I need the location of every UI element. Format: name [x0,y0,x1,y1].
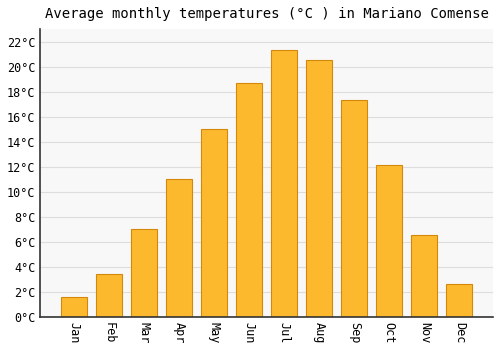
Bar [166,179,192,317]
Bar [446,284,472,317]
Bar [306,60,332,317]
Bar [61,297,87,317]
Bar [96,274,122,317]
Bar [131,229,157,317]
Bar [201,129,228,317]
Title: Average monthly temperatures (°C ) in Mariano Comense: Average monthly temperatures (°C ) in Ma… [44,7,488,21]
Bar [341,100,367,317]
Bar [411,236,438,317]
Bar [271,50,297,317]
Bar [236,83,262,317]
Bar [376,166,402,317]
